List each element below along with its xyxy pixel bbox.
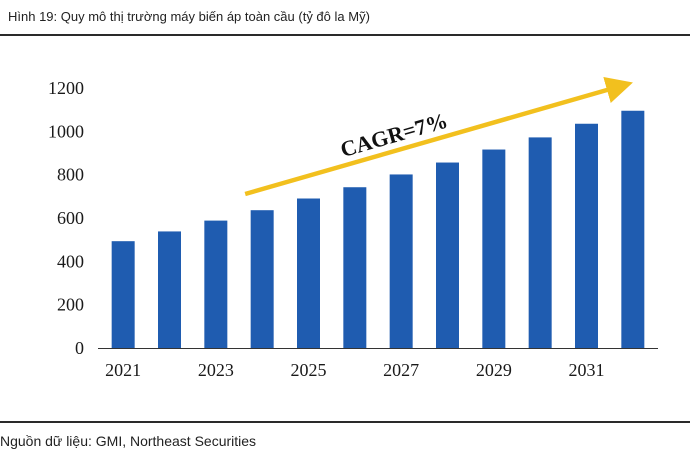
x-tick-label-2023: 2023 [198, 360, 234, 380]
y-tick-label-800: 800 [57, 165, 84, 185]
bar-2024 [250, 210, 274, 348]
y-axis-ticks: 0 200 400 600 800 1000 1200 [48, 78, 84, 358]
y-tick-label-0: 0 [75, 338, 84, 358]
bar-2027 [389, 174, 413, 348]
bar-2023 [204, 220, 228, 348]
chart-annotations: CAGR=7% [244, 77, 633, 197]
bar-2031 [575, 123, 598, 348]
x-tick-label-2025: 2025 [291, 360, 327, 380]
y-tick-label-600: 600 [57, 208, 84, 228]
bar-2028 [436, 162, 459, 348]
x-tick-label-2027: 2027 [383, 360, 419, 380]
y-tick-label-1000: 1000 [48, 121, 84, 141]
y-tick-label-400: 400 [57, 251, 84, 271]
bar-2026 [343, 187, 367, 348]
figure-caption: Hình 19: Quy mô thị trường máy biến áp t… [8, 9, 370, 24]
top-divider [0, 34, 690, 36]
bar-2022 [158, 231, 181, 348]
y-tick-label-1200: 1200 [48, 78, 84, 98]
bar-2021 [111, 241, 135, 348]
cagr-label: CAGR=7% [337, 108, 450, 162]
x-tick-label-2029: 2029 [476, 360, 512, 380]
bar-series [111, 110, 645, 348]
x-axis-ticks: 2021 2023 2025 2027 2029 2031 [105, 360, 604, 380]
cagr-trend-arrow [244, 77, 633, 197]
y-tick-label-200: 200 [57, 295, 84, 315]
bottom-divider [0, 421, 690, 423]
source-note: Nguồn dữ liệu: GMI, Northeast Securities [0, 433, 257, 449]
bar-2030 [528, 137, 552, 348]
x-tick-label-2021: 2021 [105, 360, 141, 380]
bar-2029 [482, 149, 506, 348]
bar-2025 [297, 198, 320, 348]
bar-2032 [621, 110, 645, 348]
x-tick-label-2031: 2031 [569, 360, 605, 380]
